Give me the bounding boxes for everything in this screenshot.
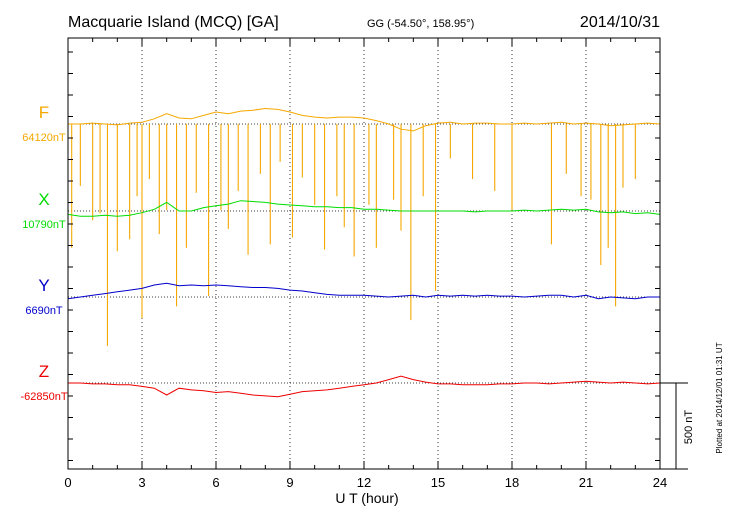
x-tick-label: 6 [212,475,219,490]
station-coordinates: GG (-54.50°, 158.95°) [367,18,474,30]
x-tick-label: 12 [357,475,371,490]
x-tick-label: 9 [286,475,293,490]
x-tick-label: 0 [64,475,71,490]
series-baseline-x: 10790nT [22,219,66,231]
chart-title: Macquarie Island (MCQ) [GA] [68,14,279,31]
x-tick-label: 18 [505,475,519,490]
x-tick-label: 21 [579,475,593,490]
x-tick-label: 24 [653,475,667,490]
series-name-y: Y [38,276,49,295]
data-series [67,107,661,398]
chart-date: 2014/10/31 [580,14,660,31]
plotted-footnote: Plotted at 2014/12/01 01:31 UT [715,342,724,453]
axes: 0 3 6 9 12 15 18 21 24 F 64120nT X 10790nT Y 6690nT Z -6… [20,37,688,490]
series-name-x: X [38,190,49,209]
series-line-f [68,107,661,132]
series-baseline-y: 6690nT [25,305,63,317]
x-axis-label: U T (hour) [335,490,398,506]
scale-bar-label: 500 nT [683,410,695,445]
series-name-f: F [39,103,49,122]
grid-lines [68,38,660,469]
series-line-z [68,375,661,398]
series-line-x [67,200,661,217]
series-baseline-z: -62850nT [20,391,67,403]
series-name-z: Z [39,362,49,381]
x-tick-label: 3 [138,475,145,490]
x-tick-label: 15 [431,475,445,490]
series-line-y [67,282,660,300]
series-baseline-f: 64120nT [22,132,66,144]
